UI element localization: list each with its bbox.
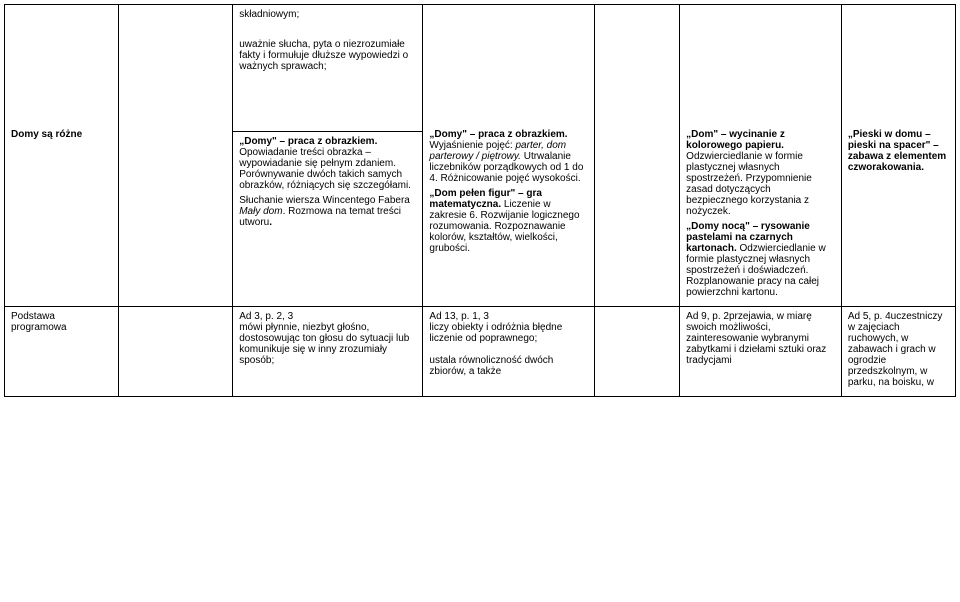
cell	[594, 307, 680, 397]
topic-title: Domy są różne	[11, 129, 112, 140]
cell: „Dom" – wycinanie z kolorowego papieru. …	[680, 5, 842, 307]
cell	[594, 5, 680, 307]
text: Słuchanie wiersza Wincentego Fabera Mały…	[239, 195, 416, 228]
text: „Domy" – praca z obrazkiem. Opowiadanie …	[239, 136, 416, 191]
text: „Pieski w domu – pieski na spacer" – zab…	[848, 129, 949, 173]
cell: Ad 3, p. 2, 3 mówi płynnie, niezbyt głoś…	[233, 307, 423, 397]
text: „Dom pełen figur" – gra matematyczna. Li…	[429, 188, 587, 254]
text: „Dom" – wycinanie z kolorowego papieru. …	[686, 129, 835, 217]
cell: „Pieski w domu – pieski na spacer" – zab…	[841, 5, 955, 307]
cell	[119, 307, 233, 397]
curriculum-table: Domy są różne składniowym; uważnie słuch…	[4, 4, 956, 397]
cell: Ad 5, p. 4uczestniczy w zajęciach ruchow…	[841, 307, 955, 397]
text: uważnie słucha, pyta o niezrozumiałe fak…	[239, 39, 416, 72]
cell: Ad 9, p. 2przejawia, w miarę swoich możl…	[680, 307, 842, 397]
text: Ad 9, p. 2przejawia, w miarę swoich możl…	[686, 311, 835, 366]
table-row: Podstawa programowa Ad 3, p. 2, 3 mówi p…	[5, 307, 956, 397]
text: Ad 13, p. 1, 3 liczy obiekty i odróżnia …	[429, 311, 587, 377]
text: Podstawa programowa	[11, 311, 112, 333]
cell: „Domy" – praca z obrazkiem. Wyjaśnienie …	[423, 5, 594, 307]
text: „Domy nocą" – rysowanie pastelami na cza…	[686, 221, 835, 298]
text: Ad 3, p. 2, 3 mówi płynnie, niezbyt głoś…	[239, 311, 416, 366]
text: Ad 5, p. 4uczestniczy w zajęciach ruchow…	[848, 311, 949, 388]
cell: Podstawa programowa	[5, 307, 119, 397]
cell	[119, 5, 233, 307]
text: składniowym;	[239, 9, 416, 20]
cell: Ad 13, p. 1, 3 liczy obiekty i odróżnia …	[423, 307, 594, 397]
text: „Domy" – praca z obrazkiem. Wyjaśnienie …	[429, 129, 587, 184]
topic-cell: Domy są różne	[5, 5, 119, 307]
cell: składniowym; uważnie słucha, pyta o niez…	[233, 5, 423, 132]
cell: „Domy" – praca z obrazkiem. Opowiadanie …	[233, 131, 423, 306]
table-row: Domy są różne składniowym; uważnie słuch…	[5, 5, 956, 132]
